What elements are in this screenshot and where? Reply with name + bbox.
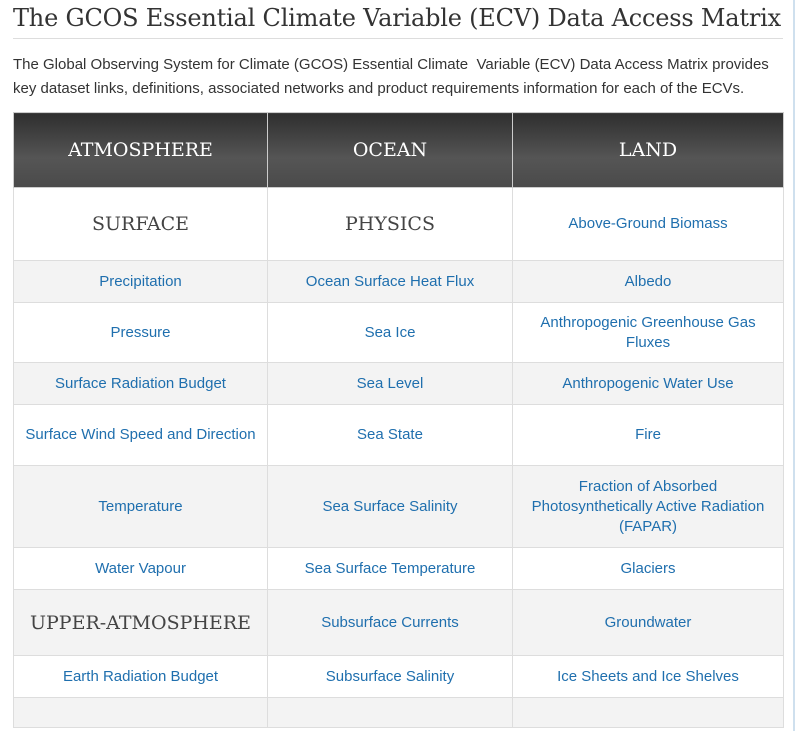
link[interactable]: Groundwater	[512, 589, 784, 656]
link[interactable]: Ice Sheets and Ice Shelves	[512, 655, 784, 698]
link[interactable]: Sea Surface Salinity	[267, 465, 513, 548]
link[interactable]: Sea Level	[267, 362, 513, 405]
link[interactable]: Temperature	[13, 465, 268, 548]
link[interactable]: Sea State	[267, 404, 513, 466]
link[interactable]: Above-Ground Biomass	[512, 187, 784, 261]
scrollbar	[793, 0, 795, 731]
link[interactable]: Fire	[512, 404, 784, 466]
link[interactable]: Surface Radiation Budget	[13, 362, 268, 405]
ecv-table: ATMOSPHERE OCEAN LAND SURFACE PHYSICS Ab…	[13, 112, 784, 728]
section-heading: UPPER-ATMOSPHERE	[13, 589, 268, 656]
page-title: The GCOS Essential Climate Variable (ECV…	[13, 4, 783, 39]
link[interactable]: Albedo	[512, 260, 784, 303]
row	[13, 697, 784, 728]
column-header: ATMOSPHERE	[13, 112, 268, 188]
row: Surface Wind Speed and Direction Sea Sta…	[13, 404, 784, 466]
section-heading: SURFACE	[13, 187, 268, 261]
link[interactable]: Subsurface Salinity	[267, 655, 513, 698]
link[interactable]: Fraction of Absorbed Photosynthetically …	[512, 465, 784, 548]
link[interactable]: Pressure	[13, 302, 268, 363]
row: UPPER-ATMOSPHERE Subsurface Currents Gro…	[13, 589, 784, 656]
section-heading: PHYSICS	[267, 187, 513, 261]
column-header: LAND	[512, 112, 784, 188]
link[interactable]: Sea Surface Temperature	[267, 547, 513, 590]
content: The GCOS Essential Climate Variable (ECV…	[13, 0, 784, 728]
row: Earth Radiation Budget Subsurface Salini…	[13, 655, 784, 698]
link[interactable]: Earth Radiation Budget	[13, 655, 268, 698]
link[interactable]: Water Vapour	[13, 547, 268, 590]
intro: The Global Observing System for Climate …	[13, 56, 773, 97]
link[interactable]: Ocean Surface Heat Flux	[267, 260, 513, 303]
link[interactable]: Glaciers	[512, 547, 784, 590]
row: SURFACE PHYSICS Above-Ground Biomass	[13, 187, 784, 261]
header-row: ATMOSPHERE OCEAN LAND	[13, 112, 784, 188]
link[interactable]: Anthropogenic Greenhouse Gas Fluxes	[512, 302, 784, 363]
link[interactable]: Precipitation	[13, 260, 268, 303]
row: Pressure Sea Ice Anthropogenic Greenhous…	[13, 302, 784, 363]
row: Temperature Sea Surface Salinity Fractio…	[13, 465, 784, 548]
link[interactable]: Anthropogenic Water Use	[512, 362, 784, 405]
row: Surface Radiation Budget Sea Level Anthr…	[13, 362, 784, 405]
column-header: OCEAN	[267, 112, 513, 188]
row: Precipitation Ocean Surface Heat Flux Al…	[13, 260, 784, 303]
link[interactable]: Surface Wind Speed and Direction	[13, 404, 268, 466]
link[interactable]: Subsurface Currents	[267, 589, 513, 656]
link[interactable]: Sea Ice	[267, 302, 513, 363]
row: Water Vapour Sea Surface Temperature Gla…	[13, 547, 784, 590]
